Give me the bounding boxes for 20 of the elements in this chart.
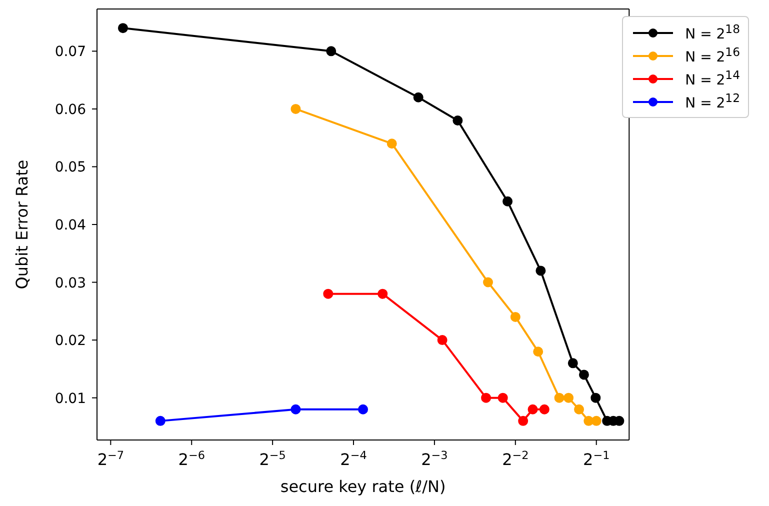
x-tick-label: 2$^{−6}$	[178, 448, 205, 469]
x-tick-label: 2$^{−2}$	[502, 448, 529, 469]
legend-label: N = 2$^{14}$	[685, 68, 740, 89]
x-tick-label: 2$^{−7}$	[97, 448, 124, 469]
legend-label: N = 2$^{16}$	[685, 45, 740, 66]
x-tick-label: 2$^{−5}$	[259, 448, 286, 469]
x-tick-label: 2$^{−3}$	[421, 448, 448, 469]
x-tick-label: 2$^{−1}$	[583, 448, 610, 469]
y-tick-label: 0.02	[54, 333, 86, 350]
y-axis-title: Qubit Error Rate	[12, 160, 32, 290]
y-tick-label: 0.03	[54, 275, 86, 292]
legend-label: N = 2$^{12}$	[685, 91, 740, 112]
x-axis-title: secure key rate (ℓ/N)	[280, 477, 446, 496]
legend-label: N = 2$^{18}$	[685, 22, 740, 43]
y-tick-label: 0.06	[54, 102, 86, 118]
y-tick-label: 0.05	[54, 160, 86, 176]
y-tick-label: 0.07	[54, 44, 86, 60]
y-tick-label: 0.04	[54, 218, 86, 234]
y-tick-label: 0.01	[54, 390, 86, 407]
x-tick-label: 2$^{−4}$	[340, 448, 367, 469]
